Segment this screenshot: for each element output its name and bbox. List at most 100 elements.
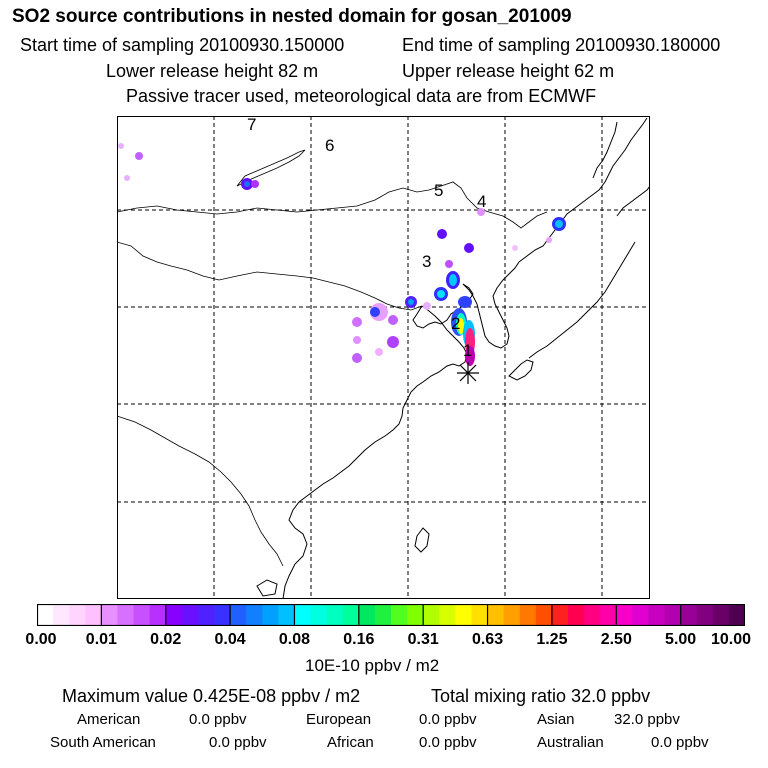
colorbar-cell bbox=[262, 604, 279, 626]
colorbar-cell bbox=[37, 604, 54, 626]
sakhalin bbox=[592, 121, 618, 179]
graticule bbox=[117, 116, 650, 599]
colorbar-cell bbox=[326, 604, 344, 626]
colorbar-tick-label: 0.00 bbox=[25, 631, 57, 648]
china-coastline bbox=[282, 305, 468, 599]
plume-spot bbox=[353, 336, 361, 344]
hainan bbox=[256, 579, 278, 597]
lower-release-height: Lower release height 82 m bbox=[106, 61, 319, 81]
russia-coast bbox=[518, 117, 648, 263]
source-label-5: 5 bbox=[434, 181, 443, 200]
mongolia-border bbox=[117, 181, 548, 229]
colorbar-cell bbox=[568, 604, 585, 626]
colorbar-tick-label: 0.08 bbox=[278, 631, 311, 648]
colorbar-cell bbox=[342, 604, 360, 626]
source-labels: 7 6 5 4 3 2 1 bbox=[247, 116, 486, 360]
region-name: Australian bbox=[537, 734, 604, 751]
start-time: Start time of sampling 20100930.150000 bbox=[20, 35, 345, 55]
colorbar-cell bbox=[455, 604, 473, 626]
plume-spot bbox=[408, 299, 414, 305]
colorbar-cell bbox=[584, 604, 601, 626]
source-label-6: 6 bbox=[325, 136, 334, 155]
figure-title: SO2 source contributions in nested domai… bbox=[12, 6, 572, 27]
colorbar-tick-label: 1.25 bbox=[536, 631, 568, 648]
plume-spot bbox=[251, 180, 259, 188]
maximum-value: Maximum value 0.425E-08 ppbv / m2 bbox=[62, 686, 361, 706]
plume-spot bbox=[352, 353, 362, 363]
colorbar-frame bbox=[37, 604, 745, 626]
colorbar-cell bbox=[551, 604, 569, 626]
plume-spot bbox=[458, 296, 472, 308]
taiwan bbox=[414, 527, 430, 553]
plume-spot bbox=[464, 243, 474, 253]
lake-baikal bbox=[236, 149, 306, 187]
colorbar-cell bbox=[487, 604, 505, 626]
plume-spot bbox=[135, 152, 143, 160]
region-name: Asian bbox=[537, 711, 575, 728]
receptor-star bbox=[457, 362, 479, 384]
source-label-3: 3 bbox=[422, 252, 431, 271]
borders bbox=[117, 149, 548, 567]
colorbar-units: 10E-10 ppbv / m2 bbox=[305, 656, 440, 675]
plume-spot bbox=[352, 317, 362, 327]
region-value: 0.0 ppbv bbox=[209, 734, 267, 751]
colorbar-cell bbox=[214, 604, 231, 626]
total-mixing-ratio: Total mixing ratio 32.0 ppbv bbox=[431, 686, 651, 706]
plume-spot bbox=[387, 336, 399, 348]
source-label-4: 4 bbox=[477, 192, 486, 211]
colorbar-cell bbox=[728, 604, 745, 626]
colorbar-cell bbox=[53, 604, 70, 626]
region-name: American bbox=[77, 711, 141, 728]
plume-spot bbox=[445, 260, 453, 268]
plume-spot bbox=[437, 290, 445, 298]
tracer-note: Passive tracer used, meteorological data… bbox=[126, 86, 597, 106]
colorbar-cell bbox=[149, 604, 167, 626]
plume-spot bbox=[477, 208, 485, 216]
colorbar-cell bbox=[294, 604, 312, 626]
colorbar-cell bbox=[101, 604, 119, 626]
map-panel: 7 6 5 4 3 2 1 bbox=[117, 116, 650, 599]
colorbar-cell bbox=[664, 604, 682, 626]
colorbar-tick-label: 2.50 bbox=[600, 631, 632, 648]
colorbar-cell bbox=[696, 604, 714, 626]
map-frame bbox=[117, 116, 650, 599]
colorbar-tick-label: 0.02 bbox=[150, 631, 182, 648]
colorbar-cell bbox=[181, 604, 199, 626]
colorbar-cell bbox=[197, 604, 215, 626]
colorbar-cell bbox=[133, 604, 151, 626]
colorbar-cell bbox=[423, 604, 440, 626]
plume-spot bbox=[546, 237, 552, 243]
colorbar-cell bbox=[712, 604, 730, 626]
plume-spot bbox=[388, 315, 398, 325]
colorbar-tick-label: 0.31 bbox=[407, 631, 439, 648]
colorbar-cell bbox=[600, 604, 617, 626]
upper-release-height: Upper release height 62 m bbox=[402, 61, 615, 81]
source-label-1: 1 bbox=[463, 341, 472, 360]
region-value: 0.0 ppbv bbox=[651, 734, 709, 751]
plume-spot bbox=[449, 274, 457, 286]
colorbar-cell bbox=[519, 604, 537, 626]
colorbar-tick-label: 0.63 bbox=[471, 631, 504, 648]
colorbar-cell bbox=[439, 604, 456, 626]
colorbar-cell bbox=[648, 604, 666, 626]
colorbar bbox=[37, 604, 745, 626]
colorbar-cell bbox=[503, 604, 521, 626]
plume-spot bbox=[370, 307, 380, 317]
end-time: End time of sampling 20100930.180000 bbox=[402, 35, 721, 55]
plume-spot bbox=[555, 220, 563, 228]
colorbar-tick-label: 0.16 bbox=[343, 631, 375, 648]
colorbar-cell bbox=[85, 604, 102, 626]
japan-honshu bbox=[528, 241, 636, 359]
plume-spot bbox=[423, 302, 431, 310]
plume-spot bbox=[512, 245, 518, 251]
plume-spot bbox=[458, 318, 464, 334]
source-label-2: 2 bbox=[451, 314, 460, 333]
colorbar-cell bbox=[310, 604, 328, 626]
colorbar-cell bbox=[165, 604, 183, 626]
colorbar-cell bbox=[246, 604, 263, 626]
plume-spot bbox=[244, 181, 250, 187]
china-west-border bbox=[117, 241, 423, 311]
coastlines bbox=[256, 117, 650, 599]
region-name: European bbox=[306, 711, 372, 728]
colorbar-cell bbox=[69, 604, 86, 626]
